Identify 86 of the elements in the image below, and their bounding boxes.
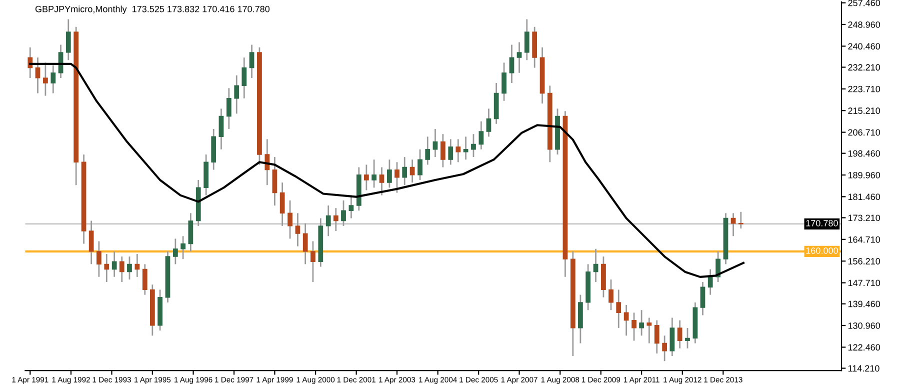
- candlestick: [50, 64, 56, 94]
- candlestick: [180, 235, 186, 260]
- candlestick: [134, 253, 140, 278]
- candlestick: [172, 238, 178, 265]
- candlestick: [654, 320, 660, 354]
- candlestick: [716, 250, 720, 283]
- candlestick: [738, 211, 744, 230]
- candlestick: [632, 312, 636, 342]
- candlestick: [142, 263, 148, 296]
- y-tick-label: 240.460: [848, 43, 880, 50]
- candlestick: [288, 200, 292, 240]
- y-tick-label: 173.210: [848, 214, 880, 222]
- candlestick: [662, 334, 668, 362]
- candlestick: [43, 62, 48, 97]
- candlestick: [402, 156, 408, 186]
- candlestick: [425, 136, 430, 166]
- candlestick: [509, 44, 514, 84]
- candlestick: [272, 156, 278, 206]
- y-tick-label: 257.460: [848, 0, 880, 6]
- y-tick-label: 181.460: [848, 194, 880, 200]
- y-tick-label: 122.460: [848, 344, 880, 351]
- candlestick: [326, 204, 331, 237]
- y-tick-label: 156.210: [848, 258, 880, 264]
- chart-title: GBPJPYmicro,Monthly 173.525 173.832 170.416 170.780: [35, 6, 270, 14]
- candlestick: [616, 288, 622, 329]
- candlestick: [188, 212, 194, 252]
- candlestick: [341, 200, 346, 227]
- y-tick-label: 248.960: [848, 21, 880, 28]
- candlestick: [448, 138, 454, 166]
- y-tick-label: 130.960: [848, 322, 880, 329]
- candlestick: [700, 281, 706, 316]
- candlestick: [96, 240, 102, 278]
- candlestick: [280, 182, 285, 227]
- candlestick: [104, 253, 110, 283]
- candlestick: [394, 161, 400, 194]
- candlestick: [486, 108, 492, 138]
- y-tick-label: 198.460: [848, 150, 880, 157]
- candlestick: [372, 158, 376, 188]
- candlestick: [516, 42, 522, 74]
- candlestick: [639, 309, 644, 336]
- candlestick: [302, 222, 308, 265]
- candlestick: [348, 194, 354, 219]
- candlestick: [524, 18, 530, 61]
- candlestick: [670, 317, 675, 357]
- candlestick: [418, 148, 422, 181]
- candlestick: [379, 166, 384, 196]
- candlestick: [28, 46, 33, 79]
- candlestick: [608, 278, 614, 311]
- candlestick: [456, 138, 461, 163]
- candlestick: [112, 250, 117, 278]
- y-tick-label: 114.210: [848, 365, 880, 372]
- candlestick: [463, 136, 468, 160]
- candlestick: [685, 327, 690, 350]
- y-tick-label: 147.710: [848, 280, 880, 286]
- candlestick: [387, 158, 392, 188]
- y-tick-label: 139.460: [848, 300, 880, 308]
- ref-line-label: 170.780: [806, 220, 838, 226]
- candlestick: [333, 207, 338, 232]
- candlestick: [364, 164, 369, 191]
- candlestick: [119, 256, 124, 283]
- candlestick: [502, 62, 506, 102]
- candlestick: [440, 133, 446, 168]
- candlestick: [127, 256, 132, 280]
- candlestick: [478, 120, 484, 150]
- candlestick: [234, 74, 240, 114]
- candlestick: [646, 317, 652, 344]
- ref-line-label: 160.000: [806, 247, 838, 254]
- candlestick: [88, 220, 94, 265]
- candlestick: [242, 56, 247, 100]
- candlestick: [310, 240, 316, 283]
- candlestick: [35, 56, 40, 94]
- y-tick-label: 223.710: [848, 86, 880, 92]
- y-tick-label: 164.710: [848, 236, 880, 243]
- y-tick-label: 206.710: [848, 129, 880, 136]
- candlestick: [708, 268, 713, 296]
- candlestick: [471, 133, 476, 158]
- y-tick-label: 215.210: [848, 108, 880, 114]
- candlestick: [249, 44, 254, 79]
- candlestick: [677, 320, 682, 350]
- y-tick-label: 232.210: [848, 64, 880, 71]
- candlestick: [295, 212, 300, 248]
- candlestick: [218, 108, 224, 150]
- candlestick: [66, 18, 71, 61]
- y-tick-label: 189.960: [848, 172, 880, 178]
- candlestick: [624, 304, 629, 336]
- candlestick: [226, 87, 232, 130]
